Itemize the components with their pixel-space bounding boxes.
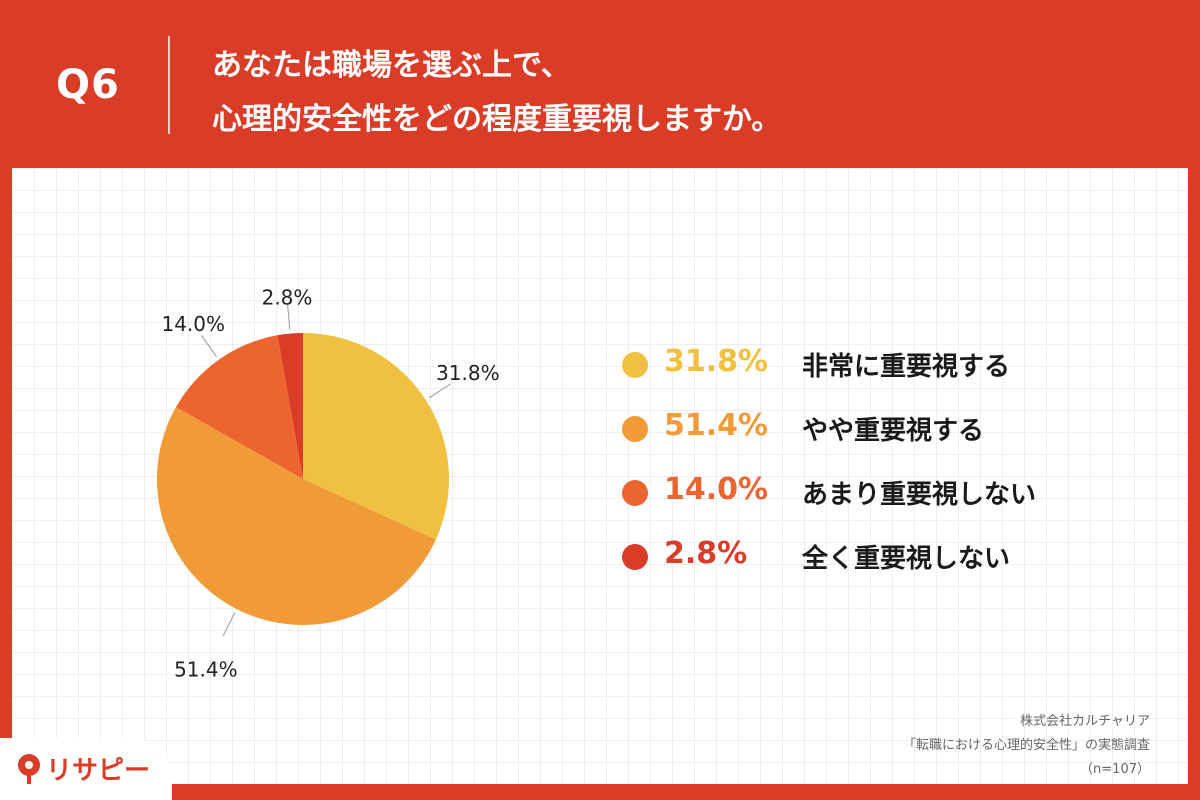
- pin-icon: [18, 754, 40, 776]
- header: Q6 あなたは職場を選ぶ上で、 心理的安全性をどの程度重要視しますか。: [0, 0, 1200, 168]
- legend-swatch: [622, 480, 648, 506]
- source-sample-size: （n=107）: [1080, 762, 1150, 777]
- legend-label: 非常に重要視する: [802, 352, 1011, 382]
- legend-item: 31.8% 非常に重要視する: [622, 344, 1122, 408]
- legend-swatch: [622, 352, 648, 378]
- legend: 31.8% 非常に重要視する 51.4% やや重要視する 14.0% あまり重要視しない 2…: [622, 344, 1122, 600]
- legend-percent: 31.8%: [664, 344, 769, 379]
- data-label: 31.8%: [436, 361, 500, 385]
- pie-slice: [157, 407, 436, 625]
- brand-logo-text: リサピー: [46, 756, 151, 786]
- pie-slice: [303, 333, 449, 540]
- leader-line: [287, 303, 291, 330]
- header-divider: [168, 36, 170, 134]
- legend-swatch: [622, 544, 648, 570]
- legend-label: 全く重要視しない: [802, 544, 1011, 574]
- legend-item: 14.0% あまり重要視しない: [622, 472, 1122, 536]
- brand-logo: リサピー: [0, 738, 172, 800]
- leader-line: [428, 383, 452, 399]
- source-company: 株式会社カルチャリア: [1020, 714, 1150, 729]
- question-title-line-2: 心理的安全性をどの程度重要視しますか。: [212, 102, 782, 137]
- leader-line: [222, 612, 236, 637]
- data-label: 14.0%: [161, 312, 225, 336]
- question-title-line-1: あなたは職場を選ぶ上で、: [212, 48, 571, 83]
- chart-panel: 31.8% 51.4% 14.0% 2.8% 31.8% 非常に重要視する 51.4% やや…: [12, 168, 1188, 784]
- legend-percent: 51.4%: [664, 408, 769, 443]
- pie-slice: [277, 333, 303, 479]
- legend-percent: 2.8%: [664, 536, 748, 571]
- legend-item: 51.4% やや重要視する: [622, 408, 1122, 472]
- legend-swatch: [622, 416, 648, 442]
- pie-chart: 31.8% 51.4% 14.0% 2.8%: [157, 286, 500, 682]
- pie-slice: [175, 335, 303, 479]
- legend-label: あまり重要視しない: [802, 480, 1037, 510]
- source-survey: 「転職における心理的安全性」の実態調査: [902, 738, 1150, 753]
- legend-percent: 14.0%: [664, 472, 769, 507]
- legend-label: やや重要視する: [802, 416, 985, 446]
- leader-line: [200, 335, 217, 357]
- question-number: Q6: [56, 62, 120, 108]
- data-label: 2.8%: [262, 286, 313, 310]
- data-label: 51.4%: [174, 658, 238, 682]
- legend-item: 2.8% 全く重要視しない: [622, 536, 1122, 600]
